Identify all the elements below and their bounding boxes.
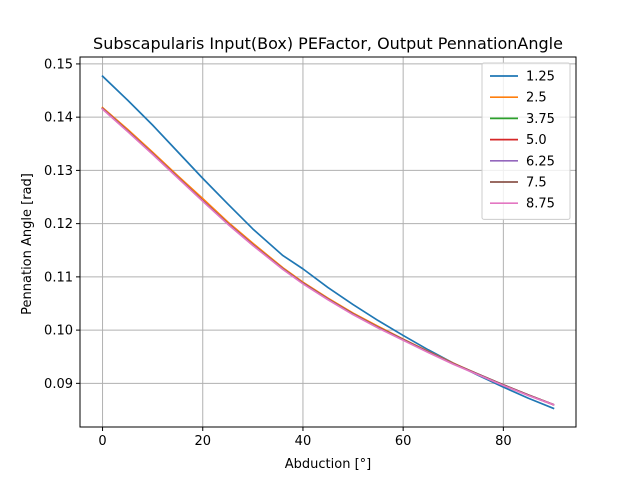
x-tick-label: 20 bbox=[194, 434, 211, 449]
plot-lines bbox=[101, 74, 555, 410]
legend: 1.25 2.5 3.75 5.0 6.25 7.5 8.75 bbox=[481, 62, 571, 220]
x-tick-label: 80 bbox=[495, 434, 512, 449]
y-tick-label: 0.15 bbox=[44, 57, 73, 72]
y-tick-label: 0.14 bbox=[44, 111, 73, 126]
legend-label: 5.0 bbox=[526, 133, 547, 148]
legend-label: 3.75 bbox=[526, 112, 555, 127]
legend-label: 8.75 bbox=[526, 197, 555, 212]
series-line-8-75 bbox=[101, 107, 555, 406]
x-tick-label: 60 bbox=[395, 434, 412, 449]
legend-label: 2.5 bbox=[526, 91, 547, 106]
x-axis-label: Abduction [°] bbox=[285, 457, 371, 472]
chart-title: Subscapularis Input(Box) PEFactor, Outpu… bbox=[93, 34, 563, 53]
y-tick-label: 0.10 bbox=[44, 324, 73, 339]
legend-label: 6.25 bbox=[526, 154, 555, 169]
x-tick-label: 40 bbox=[295, 434, 312, 449]
legend-label: 7.5 bbox=[526, 176, 547, 191]
x-tick-label: 0 bbox=[98, 434, 106, 449]
y-tick-label: 0.11 bbox=[44, 270, 73, 285]
legend-label: 1.25 bbox=[526, 70, 555, 85]
y-tick-label: 0.09 bbox=[44, 377, 73, 392]
y-tick-label: 0.13 bbox=[44, 164, 73, 179]
axis-ticks: 0 20 40 60 80 0.09 0.10 0.11 0.12 0.13 0.14 0.15 bbox=[44, 57, 512, 449]
legend-box bbox=[481, 62, 571, 220]
y-axis-label: Pennation Angle [rad] bbox=[20, 173, 35, 315]
axes-frame bbox=[79, 56, 577, 428]
y-tick-label: 0.12 bbox=[44, 217, 73, 232]
